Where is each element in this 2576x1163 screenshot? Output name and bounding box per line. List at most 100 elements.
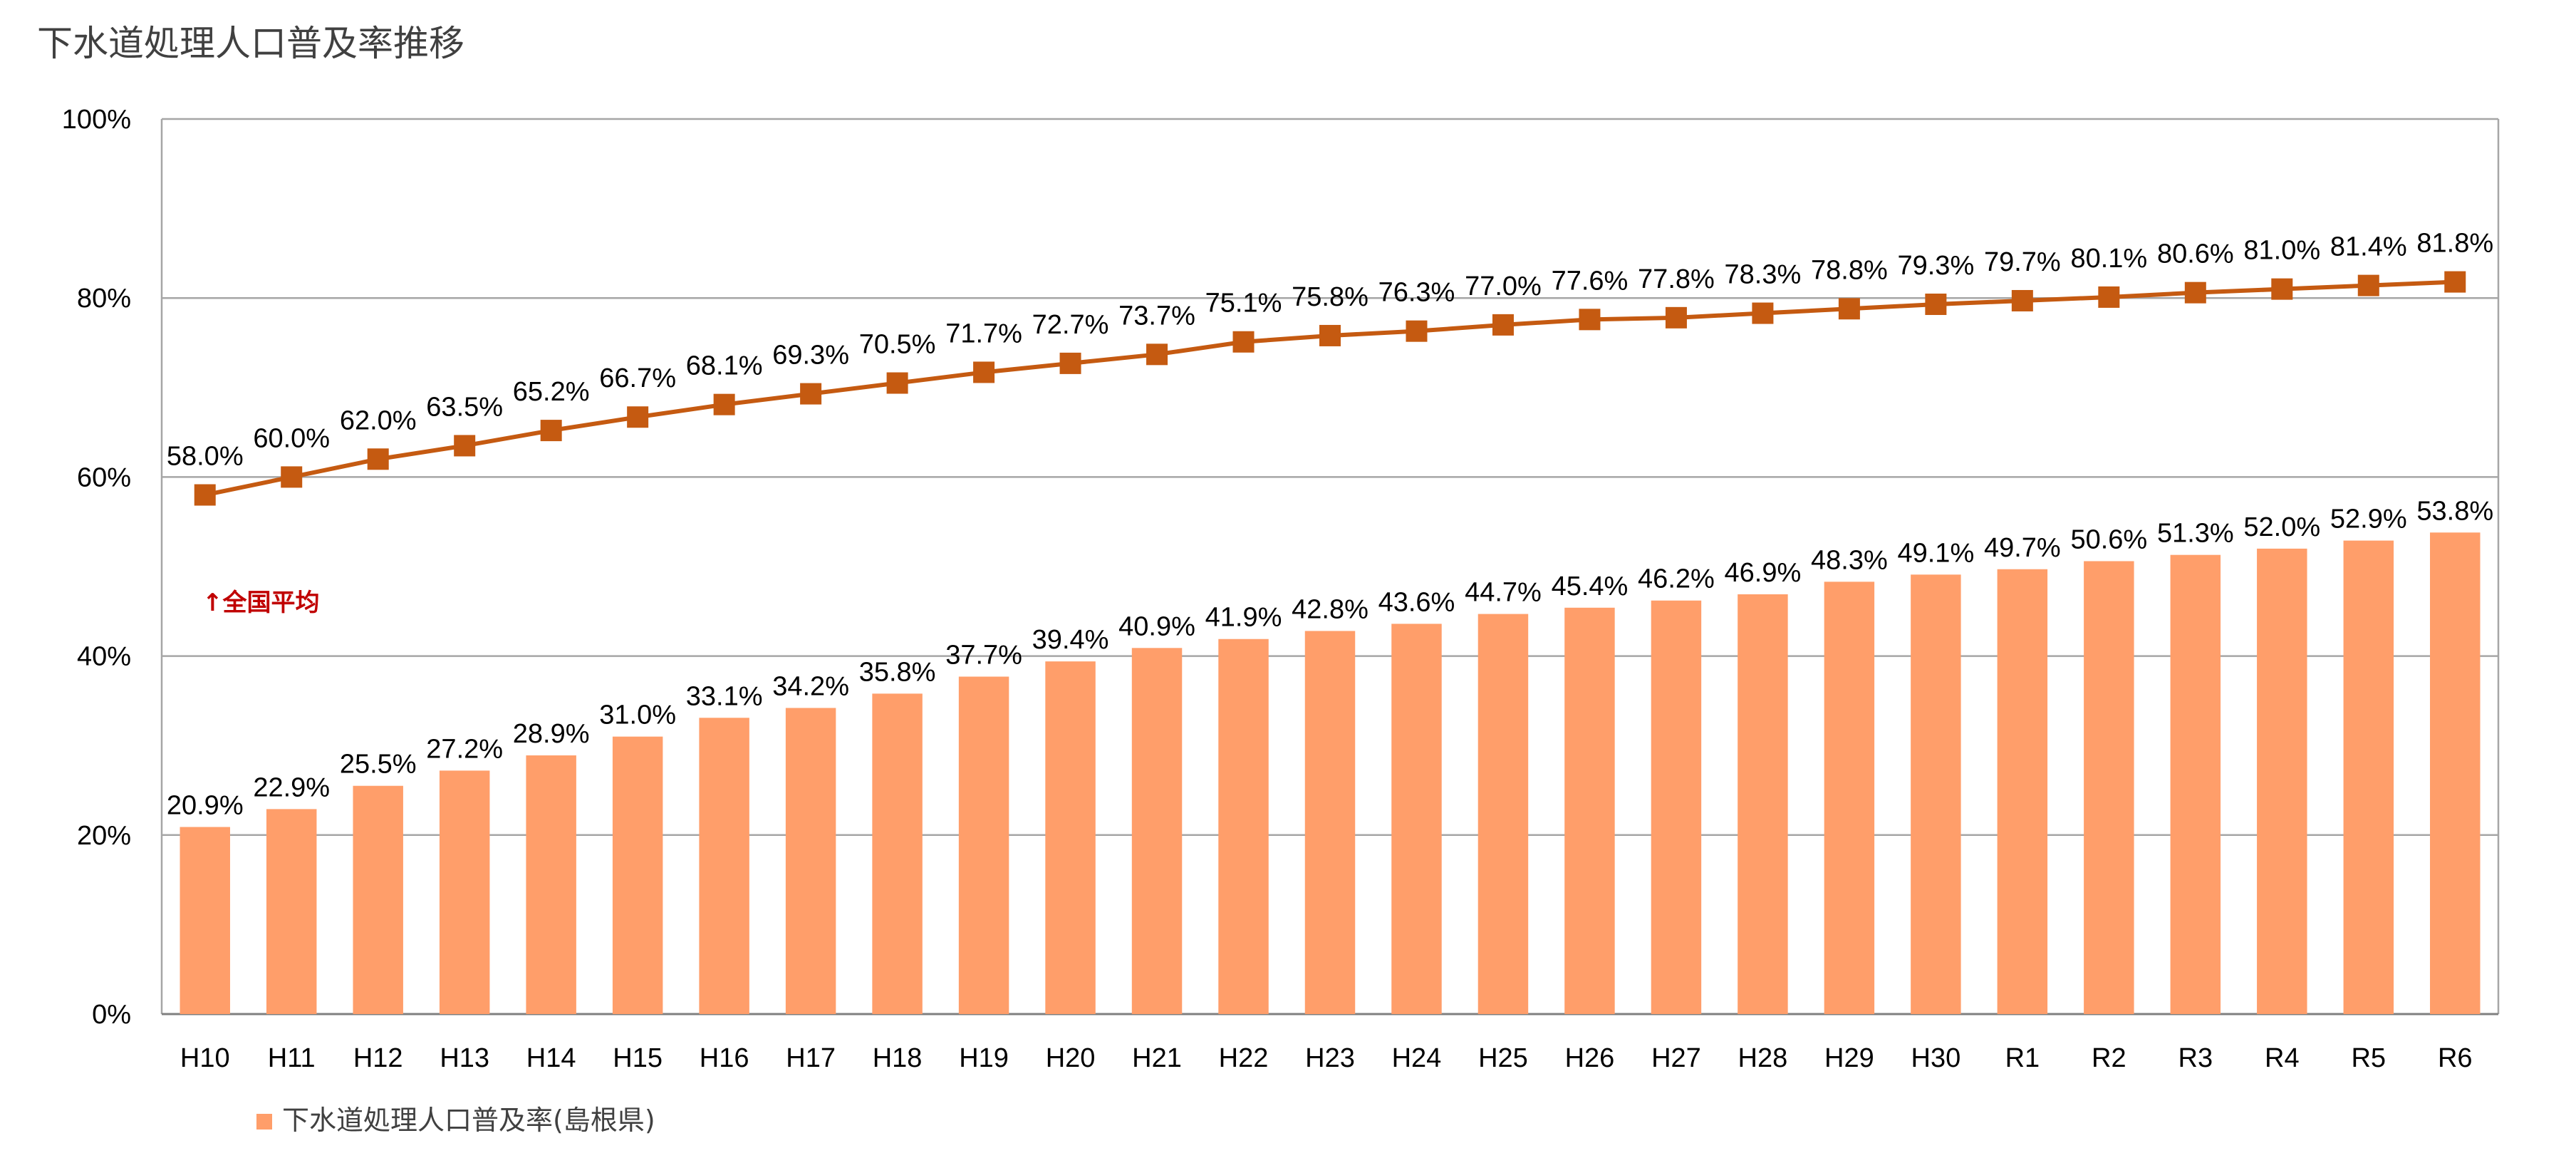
bar-data-label: 46.9% <box>1725 558 1802 588</box>
line-marker <box>627 406 649 428</box>
line-data-label: 62.0% <box>340 405 417 435</box>
x-tick-label: H12 <box>353 1043 403 1073</box>
y-tick-label: 60% <box>77 462 131 492</box>
bar-data-label: 40.9% <box>1118 611 1195 641</box>
bar <box>872 693 923 1014</box>
bar <box>1131 648 1183 1014</box>
bar-data-label: 49.7% <box>1984 533 2061 563</box>
line-data-label: 77.0% <box>1465 272 1542 301</box>
bar-data-label: 35.8% <box>859 657 936 687</box>
bar-data-label: 27.2% <box>426 734 503 764</box>
bar-data-label: 28.9% <box>513 719 590 749</box>
line-marker <box>1232 331 1255 353</box>
bar-data-label: 46.2% <box>1638 564 1715 594</box>
bar <box>612 736 663 1014</box>
bar <box>1997 569 2048 1014</box>
line-data-label: 78.3% <box>1725 260 1802 290</box>
bar-data-label: 42.8% <box>1292 594 1368 624</box>
bar <box>1651 600 1702 1014</box>
annotation-national-average: ↑全国平均 <box>202 589 320 617</box>
x-tick-label: H23 <box>1305 1043 1355 1073</box>
bar <box>1391 624 1442 1014</box>
bar <box>699 718 749 1014</box>
line-data-label: 80.1% <box>2070 244 2147 274</box>
bar-data-label: 22.9% <box>253 772 330 802</box>
line-marker <box>1406 320 1428 342</box>
x-tick-label: R4 <box>2265 1043 2300 1073</box>
y-axis-ticks: 0% 20% 40% 60% 80% 100% <box>62 105 131 1030</box>
line-marker <box>1838 298 1860 320</box>
legend-swatch <box>256 1114 272 1130</box>
line-data-label: 71.7% <box>945 319 1022 348</box>
line-data-label: 79.7% <box>1984 247 2061 277</box>
x-tick-label: H22 <box>1219 1043 1269 1073</box>
line-data-label: 80.6% <box>2157 239 2234 269</box>
line-data-labels: 58.0% 60.0% 62.0% 63.5% 65.2% 66.7% 68.1% 69.3%… <box>167 229 2493 472</box>
line-data-label: 73.7% <box>1118 301 1195 331</box>
line-data-label: 68.1% <box>686 351 763 381</box>
x-tick-label: H10 <box>180 1043 230 1073</box>
bar <box>1304 631 1356 1014</box>
bar <box>2343 540 2394 1014</box>
x-tick-label: H15 <box>613 1043 663 1073</box>
bar-data-label: 25.5% <box>340 750 417 780</box>
line-data-label: 81.4% <box>2330 232 2407 262</box>
bar <box>1738 594 1788 1014</box>
x-tick-label: H20 <box>1046 1043 1096 1073</box>
line-data-label: 60.0% <box>253 423 330 453</box>
x-tick-label: H14 <box>526 1043 576 1073</box>
line-marker <box>2357 274 2379 296</box>
line-marker <box>1579 309 1601 331</box>
y-tick-label: 80% <box>77 284 131 314</box>
x-tick-label: H11 <box>268 1043 316 1073</box>
line-data-label: 75.1% <box>1205 289 1282 319</box>
x-tick-label: H26 <box>1565 1043 1615 1073</box>
line-data-label: 76.3% <box>1378 278 1455 308</box>
line-marker <box>1146 343 1168 366</box>
y-tick-label: 100% <box>62 105 131 135</box>
bar <box>266 809 317 1014</box>
x-tick-label: H25 <box>1478 1043 1528 1073</box>
bar-data-label: 48.3% <box>1811 545 1888 575</box>
bar <box>1045 661 1096 1014</box>
y-tick-label: 40% <box>77 642 131 672</box>
line-marker <box>367 448 389 470</box>
bar-data-label: 49.1% <box>1897 538 1974 568</box>
x-tick-label: R6 <box>2438 1043 2473 1073</box>
bar <box>526 755 576 1014</box>
line-marker <box>194 484 216 506</box>
line-marker <box>800 383 822 405</box>
line-data-label: 63.5% <box>426 392 503 422</box>
line-marker <box>1925 293 1947 315</box>
x-tick-label: H24 <box>1392 1043 1442 1073</box>
line-marker <box>886 372 908 394</box>
bar-data-label: 52.9% <box>2330 505 2407 534</box>
line-series <box>194 271 2466 506</box>
bar-data-label: 41.9% <box>1205 603 1282 633</box>
line-marker <box>540 420 562 442</box>
bar-data-label: 50.6% <box>2070 524 2147 554</box>
line-data-label: 75.8% <box>1292 282 1368 312</box>
line-marker <box>2011 289 2033 311</box>
x-axis-ticks: H10 H11 H12 H13 H14 H15 H16 H17 H18 H19 H20 H21 H22 H… <box>180 1043 2473 1073</box>
bar-data-label: 37.7% <box>945 640 1022 670</box>
line-marker <box>2444 271 2466 293</box>
bar <box>958 676 1009 1014</box>
bar-data-label: 44.7% <box>1465 578 1542 608</box>
bar <box>439 770 490 1014</box>
line-data-label: 77.8% <box>1638 264 1715 294</box>
line-marker <box>2184 281 2206 304</box>
x-tick-label: R3 <box>2178 1043 2213 1073</box>
bar-data-label: 51.3% <box>2157 519 2234 549</box>
line-data-label: 77.6% <box>1552 266 1629 296</box>
x-tick-label: H18 <box>873 1043 923 1073</box>
line-marker <box>973 361 995 383</box>
line-marker <box>281 466 303 488</box>
line-data-label: 70.5% <box>859 330 936 360</box>
bar-data-label: 45.4% <box>1552 572 1629 601</box>
x-tick-label: H13 <box>440 1043 489 1073</box>
line-marker <box>1665 306 1687 329</box>
x-tick-label: H21 <box>1132 1043 1182 1073</box>
x-tick-label: H17 <box>786 1043 836 1073</box>
